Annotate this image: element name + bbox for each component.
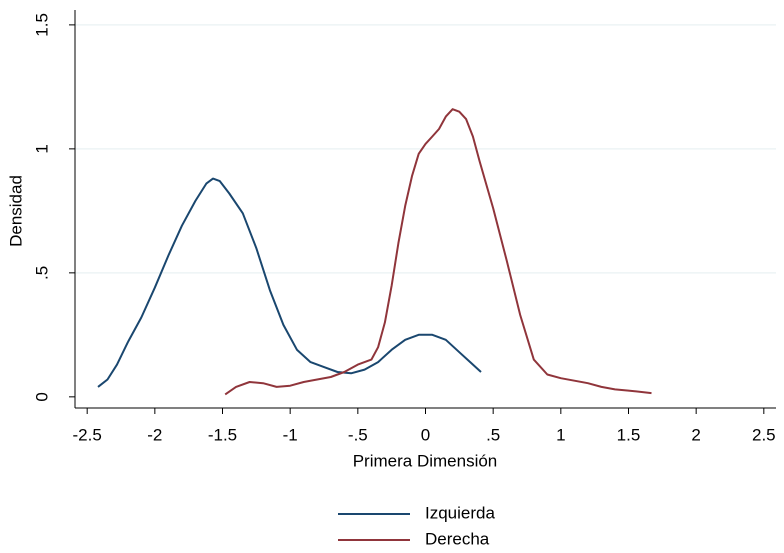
x-tick-label: -2 — [147, 425, 162, 444]
x-tick-label: 1 — [556, 425, 565, 444]
y-tick-label: 1 — [32, 144, 51, 153]
x-tick-label: 2 — [691, 425, 700, 444]
density-line — [224, 108, 652, 396]
y-axis-title: Densidad — [6, 175, 25, 247]
x-tick-label: -1 — [283, 425, 298, 444]
x-tick-label: -.5 — [348, 425, 368, 444]
x-tick-label: .5 — [486, 425, 500, 444]
y-tick-label: 0 — [32, 392, 51, 401]
x-axis-title: Primera Dimensión — [353, 451, 498, 470]
x-tick-label: -2.5 — [73, 425, 102, 444]
y-tick-label: 1.5 — [32, 13, 51, 37]
legend-label: Derecha — [425, 529, 490, 548]
x-tick-label: -1.5 — [208, 425, 237, 444]
x-tick-label: 0 — [421, 425, 430, 444]
y-tick-label: .5 — [32, 266, 51, 280]
x-tick-label: 2.5 — [752, 425, 776, 444]
x-tick-label: 1.5 — [617, 425, 641, 444]
legend-label: Izquierda — [425, 503, 495, 522]
density-line — [97, 177, 482, 388]
